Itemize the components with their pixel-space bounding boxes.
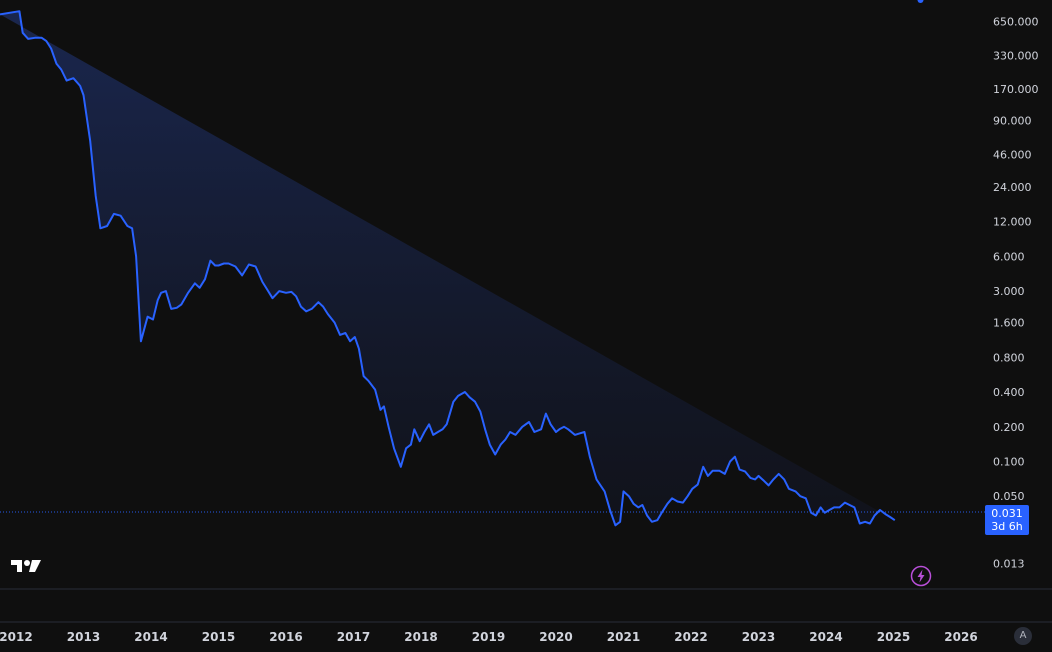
area-fill-path [0, 11, 895, 526]
x-tick-label: 2022 [674, 630, 707, 644]
last-price-point [917, 0, 924, 3]
x-tick-label: 2012 [0, 630, 33, 644]
x-tick-label: 2019 [472, 630, 505, 644]
y-tick-label: 0.013 [993, 558, 1025, 571]
x-tick-label: 2017 [337, 630, 370, 644]
x-tick-label: 2020 [539, 630, 572, 644]
y-tick-label: 330.000 [993, 50, 1039, 63]
y-tick-label: 0.100 [993, 456, 1025, 469]
auto-scale-button[interactable]: A [1014, 627, 1032, 645]
y-tick-label: 12.000 [993, 216, 1032, 229]
y-tick-label: 0.200 [993, 421, 1025, 434]
y-tick-label: 1.600 [993, 317, 1025, 330]
x-tick-label: 2016 [269, 630, 302, 644]
y-tick-label: 0.050 [993, 490, 1025, 503]
y-tick-label: 6.000 [993, 250, 1025, 263]
price-axis: 650.000 330.000 170.000 90.000 46.000 24.000 1… [993, 16, 1039, 571]
y-tick-label: 24.000 [993, 181, 1032, 194]
x-tick-label: 2015 [202, 630, 235, 644]
y-tick-label: 46.000 [993, 148, 1032, 161]
y-tick-label: 90.000 [993, 115, 1032, 128]
y-tick-label: 3.000 [993, 285, 1025, 298]
y-tick-label: 0.400 [993, 386, 1025, 399]
y-tick-label: 0.800 [993, 351, 1025, 364]
x-tick-label: 2014 [134, 630, 167, 644]
x-tick-label: 2013 [67, 630, 100, 644]
current-price-value: 0.031 [991, 507, 1023, 520]
x-tick-label: 2018 [404, 630, 437, 644]
y-tick-label: 170.000 [993, 83, 1039, 96]
time-axis: 2012 2013 2014 2015 2016 2017 2018 2019 2020 2021… [0, 630, 978, 644]
x-tick-label: 2025 [877, 630, 910, 644]
tradingview-logo[interactable] [10, 556, 42, 576]
x-tick-label: 2023 [742, 630, 775, 644]
x-tick-label: 2024 [809, 630, 842, 644]
x-tick-label: 2026 [944, 630, 977, 644]
y-tick-label: 650.000 [993, 16, 1039, 29]
bar-countdown: 3d 6h [991, 520, 1023, 533]
area-fill [0, 11, 895, 526]
price-line [0, 0, 924, 527]
x-tick-label: 2021 [607, 630, 640, 644]
current-price-badge: 0.031 3d 6h [985, 505, 1029, 535]
lightning-icon[interactable] [910, 565, 932, 587]
price-series-line [0, 10, 896, 527]
